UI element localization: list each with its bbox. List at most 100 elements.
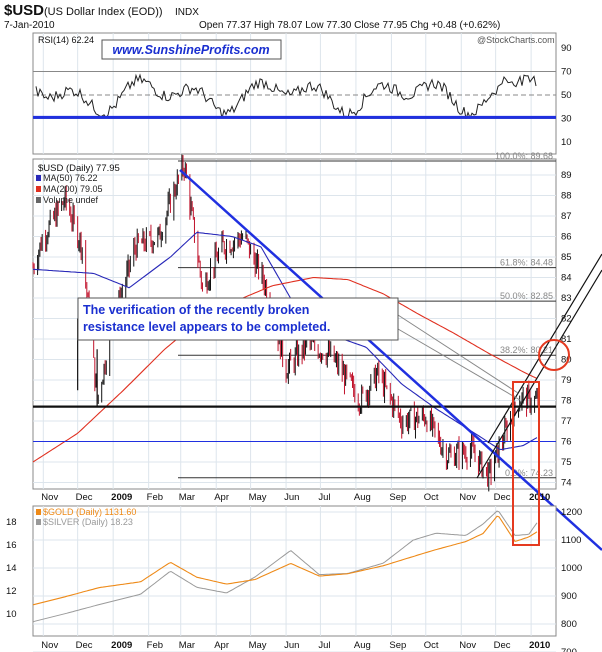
x-tick-label: Dec — [76, 492, 93, 503]
x-tick-label: Jul — [318, 492, 330, 503]
price-y-tick: 82 — [561, 314, 572, 325]
silver-y-tick: 14 — [6, 563, 17, 574]
x-tick-label: May — [249, 640, 267, 651]
fib-level-label: 0.0%: 74.23 — [505, 468, 553, 478]
rsi-y-tick: 30 — [561, 114, 572, 125]
highlight-rectangle — [512, 381, 540, 546]
rsi-y-tick: 70 — [561, 67, 572, 78]
price-title: $USD (Daily) 77.95 — [38, 163, 120, 174]
rsi-y-tick: 90 — [561, 43, 572, 54]
legend-swatch — [36, 186, 41, 192]
x-tick-label: Jun — [284, 492, 299, 503]
legend-label: $GOLD (Daily) 1131.60 — [43, 507, 136, 517]
x-tick-label: Mar — [179, 492, 195, 503]
price-y-tick: 74 — [561, 478, 572, 489]
annotation-box — [77, 297, 399, 341]
price-y-tick: 78 — [561, 396, 572, 407]
chart-drawings — [33, 169, 602, 551]
silver-line — [32, 510, 538, 623]
gold-panel-frame — [32, 505, 557, 637]
gold-y-tick: 900 — [561, 591, 577, 602]
price-y-tick: 80 — [561, 355, 572, 366]
legend-label: $SILVER (Daily) 18.23 — [43, 517, 133, 527]
price-y-axis: 89 88 87 86 85 84 83 82 81 80 79 78 77 76 75 74 — [561, 170, 572, 489]
fib-level-label: 50.0%: 82.85 — [500, 291, 553, 301]
legend-label: MA(50) 76.22 — [43, 173, 98, 183]
price-y-tick: 89 — [561, 170, 572, 181]
fibonacci-levels: 100.0%: 89.68 61.8%: 84.48 50.0%: 82.85 38.… — [178, 151, 556, 479]
gold-y-tick: 700 — [561, 647, 577, 652]
rsi-y-tick: 50 — [561, 90, 572, 101]
legend-label: Volume undef — [43, 195, 99, 205]
x-tick-label: Feb — [147, 492, 163, 503]
x-tick-label: Jun — [284, 640, 299, 651]
gold-y-tick: 800 — [561, 619, 577, 630]
silver-y-tick: 12 — [6, 586, 17, 597]
ma200-line — [32, 277, 538, 463]
legend-swatch — [36, 175, 41, 181]
x-tick-label: Sep — [389, 640, 406, 651]
x-tick-label: Dec — [494, 492, 511, 503]
x-tick-label: Aug — [354, 640, 371, 651]
price-y-tick: 86 — [561, 232, 572, 243]
rsi-line — [35, 73, 537, 120]
silver-y-tick: 16 — [6, 540, 17, 551]
rsi-y-tick: 10 — [561, 137, 572, 148]
x-tick-label: Dec — [494, 640, 511, 651]
legend-label: MA(200) 79.05 — [43, 184, 103, 194]
chart-date: 7-Jan-2010 — [4, 20, 55, 31]
gold-line — [32, 515, 538, 606]
x-axis-price: Nov Dec 2009 Feb Mar Apr May Jun Jul Aug Sep Oct Nov… — [41, 492, 550, 503]
x-tick-label: Nov — [459, 492, 476, 503]
descending-trendline — [179, 169, 602, 551]
legend-swatch — [36, 509, 41, 515]
x-tick-label: 2009 — [111, 492, 132, 503]
silver-y-tick: 18 — [6, 517, 17, 528]
x-tick-label: 2009 — [111, 640, 132, 651]
price-y-tick: 76 — [561, 437, 572, 448]
x-tick-label: Sep — [389, 492, 406, 503]
x-tick-label: Nov — [459, 640, 476, 651]
x-tick-label: Nov — [41, 492, 58, 503]
rising-channel-lower — [476, 269, 602, 479]
banner-box — [101, 39, 282, 60]
quote-summary: Open 77.37 High 78.07 Low 77.30 Close 77… — [199, 20, 500, 31]
watermark: @StockCharts.com — [477, 35, 555, 45]
instrument-name: (US Dollar Index (EOD)) — [44, 6, 163, 18]
highlight-overlays — [512, 339, 570, 546]
gold-silver-panel: $GOLD (Daily) 1131.60$SILVER (Daily) 18.… — [6, 505, 582, 652]
x-tick-label: Apr — [214, 640, 229, 651]
rsi-label: RSI(14) 62.24 — [38, 35, 94, 45]
exchange-label: INDX — [175, 7, 199, 18]
x-axis-gold: Nov Dec 2009 Feb Mar Apr May Jun Jul Aug Sep Oct Nov… — [41, 640, 550, 651]
annotation-line-1: The verification of the recently broken — [83, 303, 309, 317]
gold-y-tick: 1000 — [561, 563, 582, 574]
gold-legend: $GOLD (Daily) 1131.60$SILVER (Daily) 18.… — [36, 507, 136, 527]
x-tick-label: Oct — [424, 640, 439, 651]
price-panel: 100.0%: 89.68 61.8%: 84.48 50.0%: 82.85 38.… — [32, 151, 602, 551]
annotation-line-2: resistance level appears to be completed… — [83, 320, 330, 334]
price-y-tick: 77 — [561, 416, 572, 427]
price-y-tick: 84 — [561, 273, 572, 284]
ma50-line — [32, 231, 538, 451]
price-y-tick: 88 — [561, 191, 572, 202]
x-tick-label: Jul — [318, 640, 330, 651]
gold-y-tick: 1100 — [561, 535, 581, 546]
x-tick-label: May — [249, 492, 267, 503]
annotation-pointer — [397, 314, 519, 394]
fib-level-label: 38.2%: 80.21 — [500, 345, 553, 355]
rsi-panel: RSI(14) 62.24 @StockCharts.com www.Sunsh… — [32, 32, 572, 155]
price-y-tick: 75 — [561, 457, 572, 468]
rsi-y-axis: 90 70 50 30 10 — [561, 43, 572, 148]
x-tick-label: Aug — [354, 492, 371, 503]
fib-level-label: 61.8%: 84.48 — [500, 258, 553, 268]
x-tick-label: Feb — [147, 640, 163, 651]
price-y-tick: 85 — [561, 252, 572, 263]
sunshineprofits-banner: www.SunshineProfits.com — [112, 43, 269, 57]
x-tick-label: Dec — [76, 640, 93, 651]
gold-y-axis: 1200 1100 1000 900 800 700 — [561, 507, 582, 652]
gold-y-tick: 1200 — [561, 507, 582, 518]
x-tick-label: Oct — [424, 492, 439, 503]
